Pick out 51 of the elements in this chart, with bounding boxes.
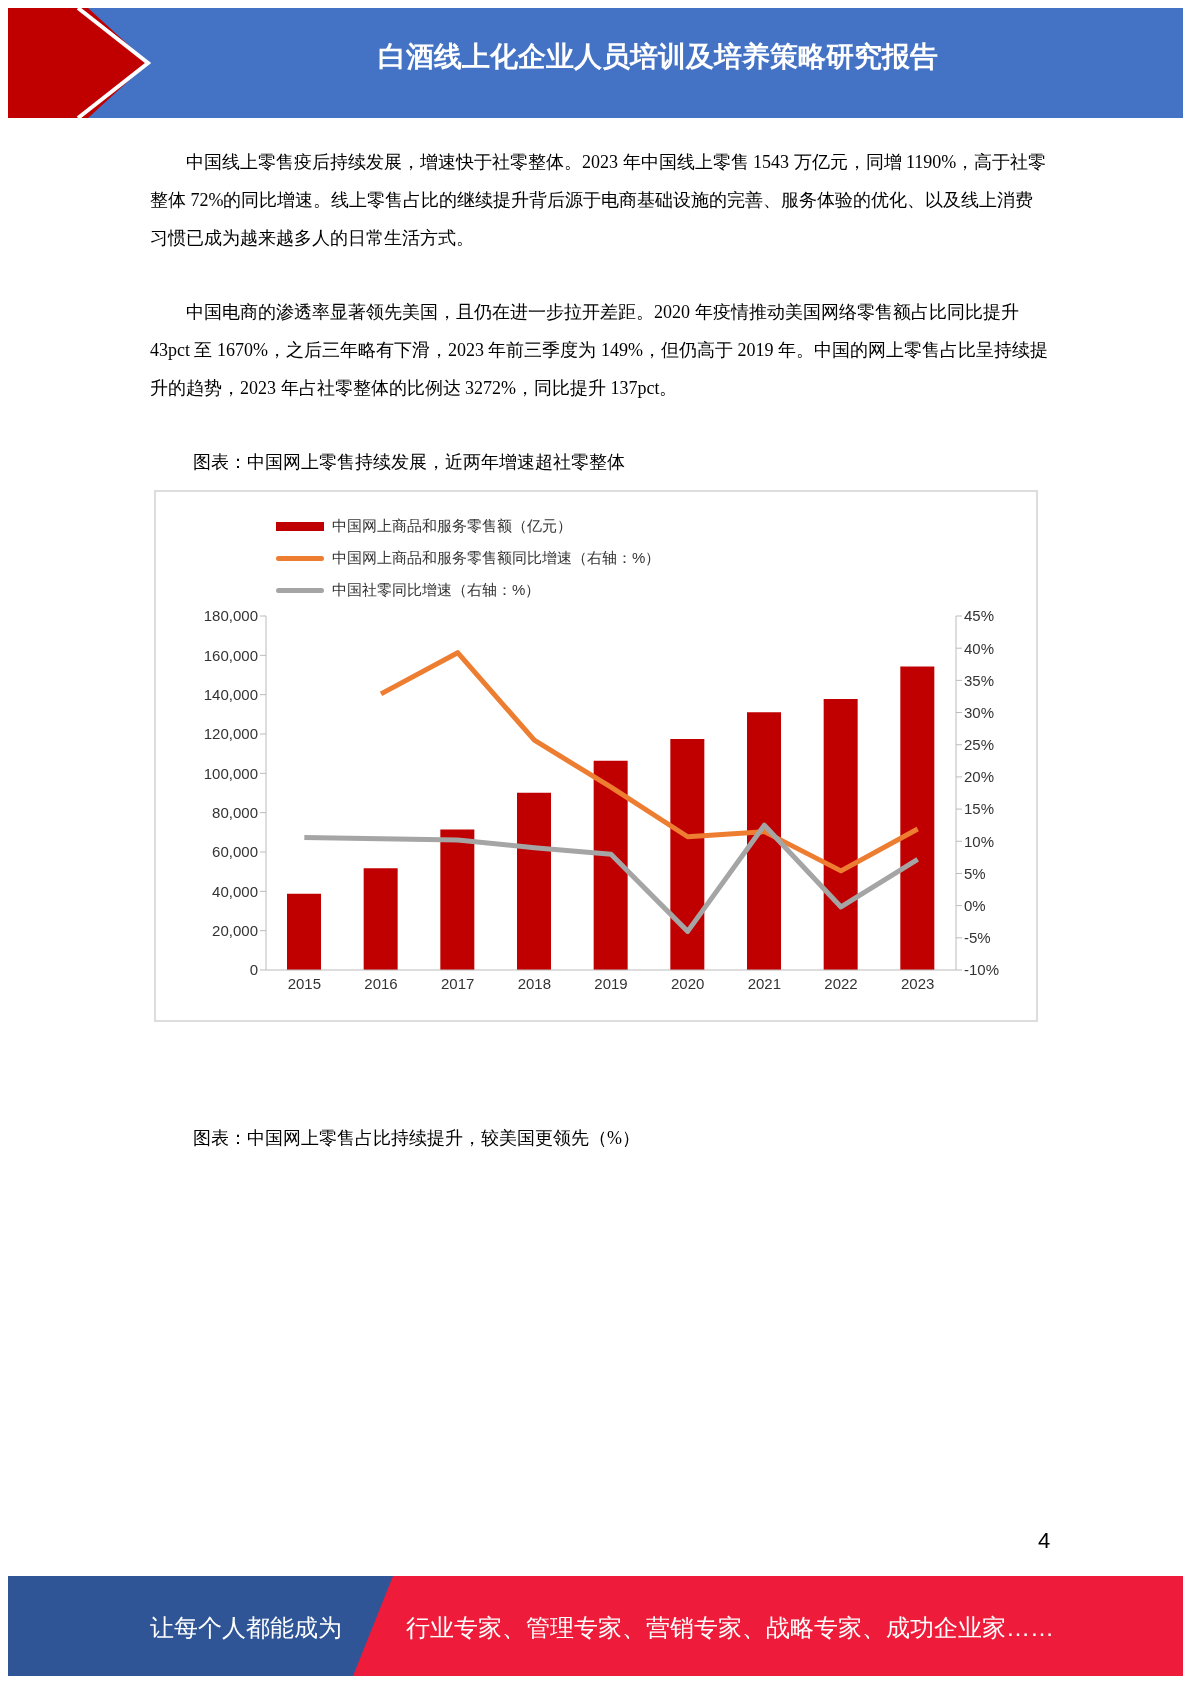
x-tick-label: 2017: [440, 974, 475, 992]
y2-tick-label: 25%: [964, 736, 995, 754]
bar: [517, 792, 551, 970]
bar: [593, 760, 628, 970]
y-tick-label: 40,000: [212, 882, 258, 900]
y-tick-label: 180,000: [203, 607, 258, 625]
y-tick-label: 80,000: [212, 803, 258, 821]
legend-label: 中国网上商品和服务零售额（亿元）: [332, 516, 572, 536]
y2-tick-label: 35%: [964, 671, 995, 689]
y-tick-label: 140,000: [203, 685, 258, 703]
y2-tick-label: 45%: [964, 607, 995, 625]
text: 白酒线上化企业人员培训及培养策略研究报告: [377, 40, 939, 74]
text: 图表：中国网上零售占比持续提升，较美国更领先（%）: [193, 1127, 640, 1150]
x-tick-label: 2021: [747, 974, 782, 992]
y-tick-label: 100,000: [203, 764, 258, 782]
x-tick-label: 2019: [594, 974, 628, 992]
y2-tick-label: 40%: [964, 639, 995, 657]
y2-tick-label: 30%: [964, 703, 995, 721]
text: 中国电商的渗透率显著领先美国，且仍在进一步拉开差距。2020 年疫情推动美国网络零售额占比同比提升 43pct 至 1670%，之后三年略有下滑，2023 年前三季度为 149%，但仍高于 2019 年。中国的网上零售占比呈持续提升的趋势，2023 年占社零整体的比例达 3272%，同比提升 137pct。: [150, 301, 1049, 400]
y-tick-label: 20,000: [212, 921, 258, 939]
x-tick-label: 2020: [670, 974, 705, 992]
text: 让每个人都能成为: [150, 1613, 342, 1643]
y-tick-label: 60,000: [212, 843, 258, 861]
y2-tick-label: 0%: [964, 896, 986, 914]
legend-label: 中国网上商品和服务零售额同比增速（右轴：%）: [332, 548, 661, 568]
text: 中国线上零售疫后持续发展，增速快于社零整体。2023 年中国线上零售 1543 万亿元，同增 1190%，高于社零整体 72%的同比增速。线上零售占比的继续提升背后源于电商基础设施的完善、服务体验的优化、以及线上消费习惯已成为越来越多人的日常生活方式。: [150, 151, 1048, 250]
y-tick-label: 0: [249, 961, 258, 979]
bar: [363, 868, 398, 970]
x-tick-label: 2016: [364, 974, 398, 992]
bar: [900, 666, 935, 970]
y2-tick-label: -5%: [964, 929, 991, 947]
y2-tick-label: 5%: [964, 864, 986, 882]
x-tick-label: 2018: [517, 974, 552, 992]
bar: [440, 829, 475, 970]
chart-title: 图表：中国网上零售持续发展，近两年增速超社零整体: [193, 451, 625, 474]
legend-label: 中国社零同比增速（右轴：%）: [332, 580, 541, 600]
x-tick-label: 2015: [287, 974, 322, 992]
bar: [670, 739, 705, 970]
x-tick-label: 2023: [900, 974, 935, 992]
text: 4: [1038, 1528, 1051, 1554]
y2-tick-label: 10%: [964, 832, 995, 850]
y-tick-label: 160,000: [203, 646, 258, 664]
y2-tick-label: 15%: [964, 800, 995, 818]
y2-tick-label: -10%: [964, 961, 1000, 979]
text: 行业专家、管理专家、营销专家、战略专家、成功企业家……: [406, 1613, 1054, 1643]
y2-tick-label: 20%: [964, 768, 995, 786]
bar: [287, 893, 321, 970]
bar: [747, 712, 781, 970]
y-tick-label: 120,000: [203, 725, 258, 743]
bar: [823, 698, 858, 970]
x-tick-label: 2022: [824, 974, 858, 992]
